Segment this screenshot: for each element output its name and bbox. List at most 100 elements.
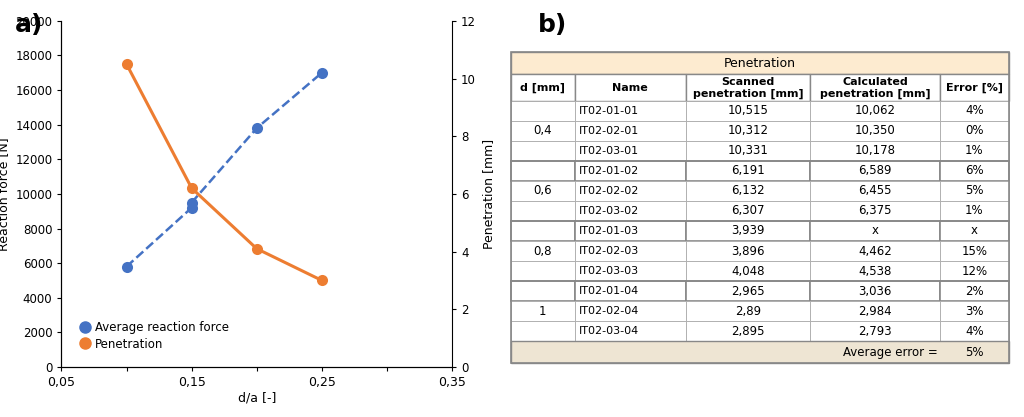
Bar xyxy=(574,301,686,321)
Bar xyxy=(686,141,810,161)
Text: d [mm]: d [mm] xyxy=(520,83,565,93)
Bar xyxy=(511,241,574,261)
Bar xyxy=(511,341,1009,364)
Text: IT02-03-04: IT02-03-04 xyxy=(579,326,639,336)
Text: 6,455: 6,455 xyxy=(858,184,892,198)
Bar xyxy=(686,261,810,281)
Text: 2,89: 2,89 xyxy=(735,304,761,318)
Text: 0%: 0% xyxy=(965,124,983,138)
Bar xyxy=(940,321,1009,341)
Bar xyxy=(686,241,810,261)
Bar xyxy=(511,181,574,201)
Bar xyxy=(511,201,574,221)
Bar xyxy=(686,101,810,121)
Bar xyxy=(574,121,686,141)
Bar xyxy=(686,281,810,301)
Text: 10,350: 10,350 xyxy=(855,124,895,138)
Bar xyxy=(511,101,574,121)
Y-axis label: Reaction force [N]: Reaction force [N] xyxy=(0,137,10,251)
Text: IT02-01-02: IT02-01-02 xyxy=(579,166,639,176)
Text: IT02-02-02: IT02-02-02 xyxy=(579,186,639,196)
Text: IT02-02-03: IT02-02-03 xyxy=(579,246,639,256)
Text: 12%: 12% xyxy=(962,264,987,278)
Text: 10,515: 10,515 xyxy=(727,104,768,118)
Bar xyxy=(686,321,810,341)
Text: 3%: 3% xyxy=(965,304,983,318)
Bar xyxy=(810,281,940,301)
Bar xyxy=(940,241,1009,261)
Text: IT02-03-02: IT02-03-02 xyxy=(579,206,639,216)
Bar xyxy=(511,52,1009,74)
Bar xyxy=(574,221,686,241)
Bar xyxy=(511,161,574,181)
Bar xyxy=(574,261,686,281)
Bar xyxy=(574,201,686,221)
Text: IT02-02-01: IT02-02-01 xyxy=(579,126,639,136)
Bar xyxy=(940,261,1009,281)
Text: b): b) xyxy=(538,13,567,37)
Bar xyxy=(574,241,686,261)
X-axis label: d/a [-]: d/a [-] xyxy=(238,392,275,405)
Bar xyxy=(511,321,574,341)
Text: 4%: 4% xyxy=(965,104,984,118)
Text: IT02-03-01: IT02-03-01 xyxy=(579,146,639,156)
Text: IT02-01-01: IT02-01-01 xyxy=(579,106,639,116)
Text: Calculated
penetration [mm]: Calculated penetration [mm] xyxy=(819,77,931,98)
Text: 10,331: 10,331 xyxy=(727,144,768,158)
Bar xyxy=(511,74,574,101)
Bar xyxy=(940,201,1009,221)
Text: Average error =: Average error = xyxy=(843,346,937,359)
Text: 1: 1 xyxy=(539,304,547,318)
Text: 15%: 15% xyxy=(962,244,987,258)
Bar xyxy=(810,301,940,321)
Bar xyxy=(511,121,574,141)
Bar xyxy=(574,181,686,201)
Bar xyxy=(574,161,686,181)
Bar xyxy=(686,74,810,101)
Text: Scanned
penetration [mm]: Scanned penetration [mm] xyxy=(692,77,803,98)
Text: 6,191: 6,191 xyxy=(731,164,765,178)
Text: IT02-01-04: IT02-01-04 xyxy=(579,286,639,296)
Text: 4,538: 4,538 xyxy=(858,264,892,278)
Text: 5%: 5% xyxy=(965,184,983,198)
Text: 1%: 1% xyxy=(965,144,984,158)
Text: 4%: 4% xyxy=(965,324,984,338)
Bar xyxy=(511,261,574,281)
Text: 6%: 6% xyxy=(965,164,984,178)
Bar xyxy=(810,261,940,281)
Text: 5%: 5% xyxy=(965,346,983,359)
Text: 3,036: 3,036 xyxy=(858,284,892,298)
Text: Name: Name xyxy=(612,83,648,93)
Bar xyxy=(940,74,1009,101)
Bar xyxy=(810,181,940,201)
Text: 10,178: 10,178 xyxy=(854,144,896,158)
Text: 6,307: 6,307 xyxy=(731,204,765,218)
Text: 4,462: 4,462 xyxy=(858,244,892,258)
Text: 3,896: 3,896 xyxy=(731,244,765,258)
Text: 2,984: 2,984 xyxy=(858,304,892,318)
Bar xyxy=(810,221,940,241)
Bar xyxy=(511,221,574,241)
Bar xyxy=(810,321,940,341)
Bar xyxy=(810,121,940,141)
Text: 2,895: 2,895 xyxy=(731,324,765,338)
Text: 6,589: 6,589 xyxy=(858,164,892,178)
Bar xyxy=(810,141,940,161)
Text: 2,965: 2,965 xyxy=(731,284,765,298)
Bar xyxy=(810,161,940,181)
Text: x: x xyxy=(871,224,879,238)
Bar xyxy=(810,101,940,121)
Text: IT02-03-03: IT02-03-03 xyxy=(579,266,639,276)
Bar xyxy=(686,301,810,321)
Text: 10,312: 10,312 xyxy=(727,124,768,138)
Text: Penetration: Penetration xyxy=(724,57,796,70)
Bar xyxy=(940,221,1009,241)
Text: 6,132: 6,132 xyxy=(731,184,765,198)
Text: a): a) xyxy=(15,13,44,37)
Bar xyxy=(574,281,686,301)
Bar xyxy=(810,241,940,261)
Bar xyxy=(940,301,1009,321)
Text: 0,6: 0,6 xyxy=(534,184,552,198)
Bar xyxy=(810,201,940,221)
Bar xyxy=(511,281,574,301)
